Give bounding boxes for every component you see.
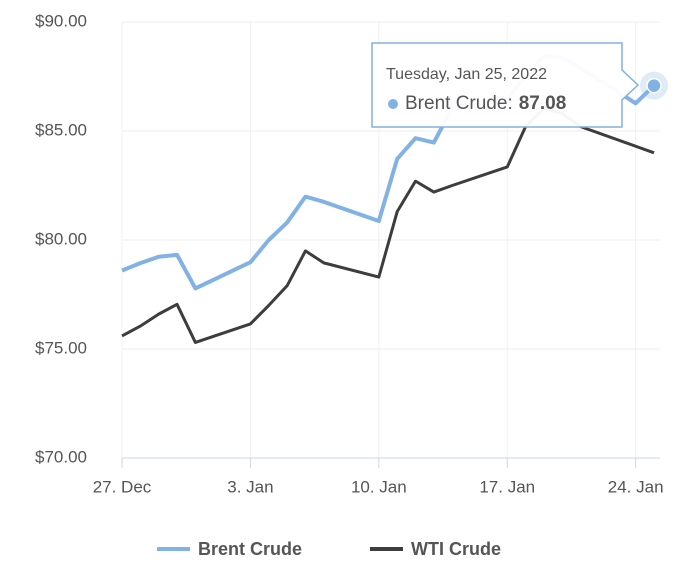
y-tick-label: $80.00 bbox=[35, 229, 87, 248]
y-tick-label: $70.00 bbox=[35, 447, 87, 466]
tooltip-date: Tuesday, Jan 25, 2022 bbox=[386, 66, 547, 83]
legend-label: WTI Crude bbox=[411, 539, 501, 559]
x-tick-label: 24. Jan bbox=[608, 477, 664, 496]
series-line bbox=[121, 106, 655, 344]
legend-label: Brent Crude bbox=[198, 539, 302, 559]
y-tick-label: $75.00 bbox=[35, 338, 87, 357]
tooltip-text: Brent Crude: 87.08 bbox=[405, 93, 566, 114]
y-tick-label: $85.00 bbox=[35, 120, 87, 139]
x-tick-label: 3. Jan bbox=[227, 477, 273, 496]
x-tick-label: 10. Jan bbox=[351, 477, 407, 496]
tooltip-value: 87.08 bbox=[519, 93, 567, 114]
tooltip-label: Brent Crude: bbox=[405, 93, 513, 114]
tooltip-box bbox=[371, 42, 640, 128]
x-tick-label: 17. Jan bbox=[479, 477, 535, 496]
y-tick-label: $90.00 bbox=[35, 11, 87, 30]
x-tick-label: 27. Dec bbox=[93, 477, 152, 496]
tooltip: Tuesday, Jan 25, 2022 Brent Crude: 87.08 bbox=[371, 42, 640, 128]
hover-marker bbox=[646, 77, 662, 94]
tooltip-dot bbox=[388, 99, 398, 109]
